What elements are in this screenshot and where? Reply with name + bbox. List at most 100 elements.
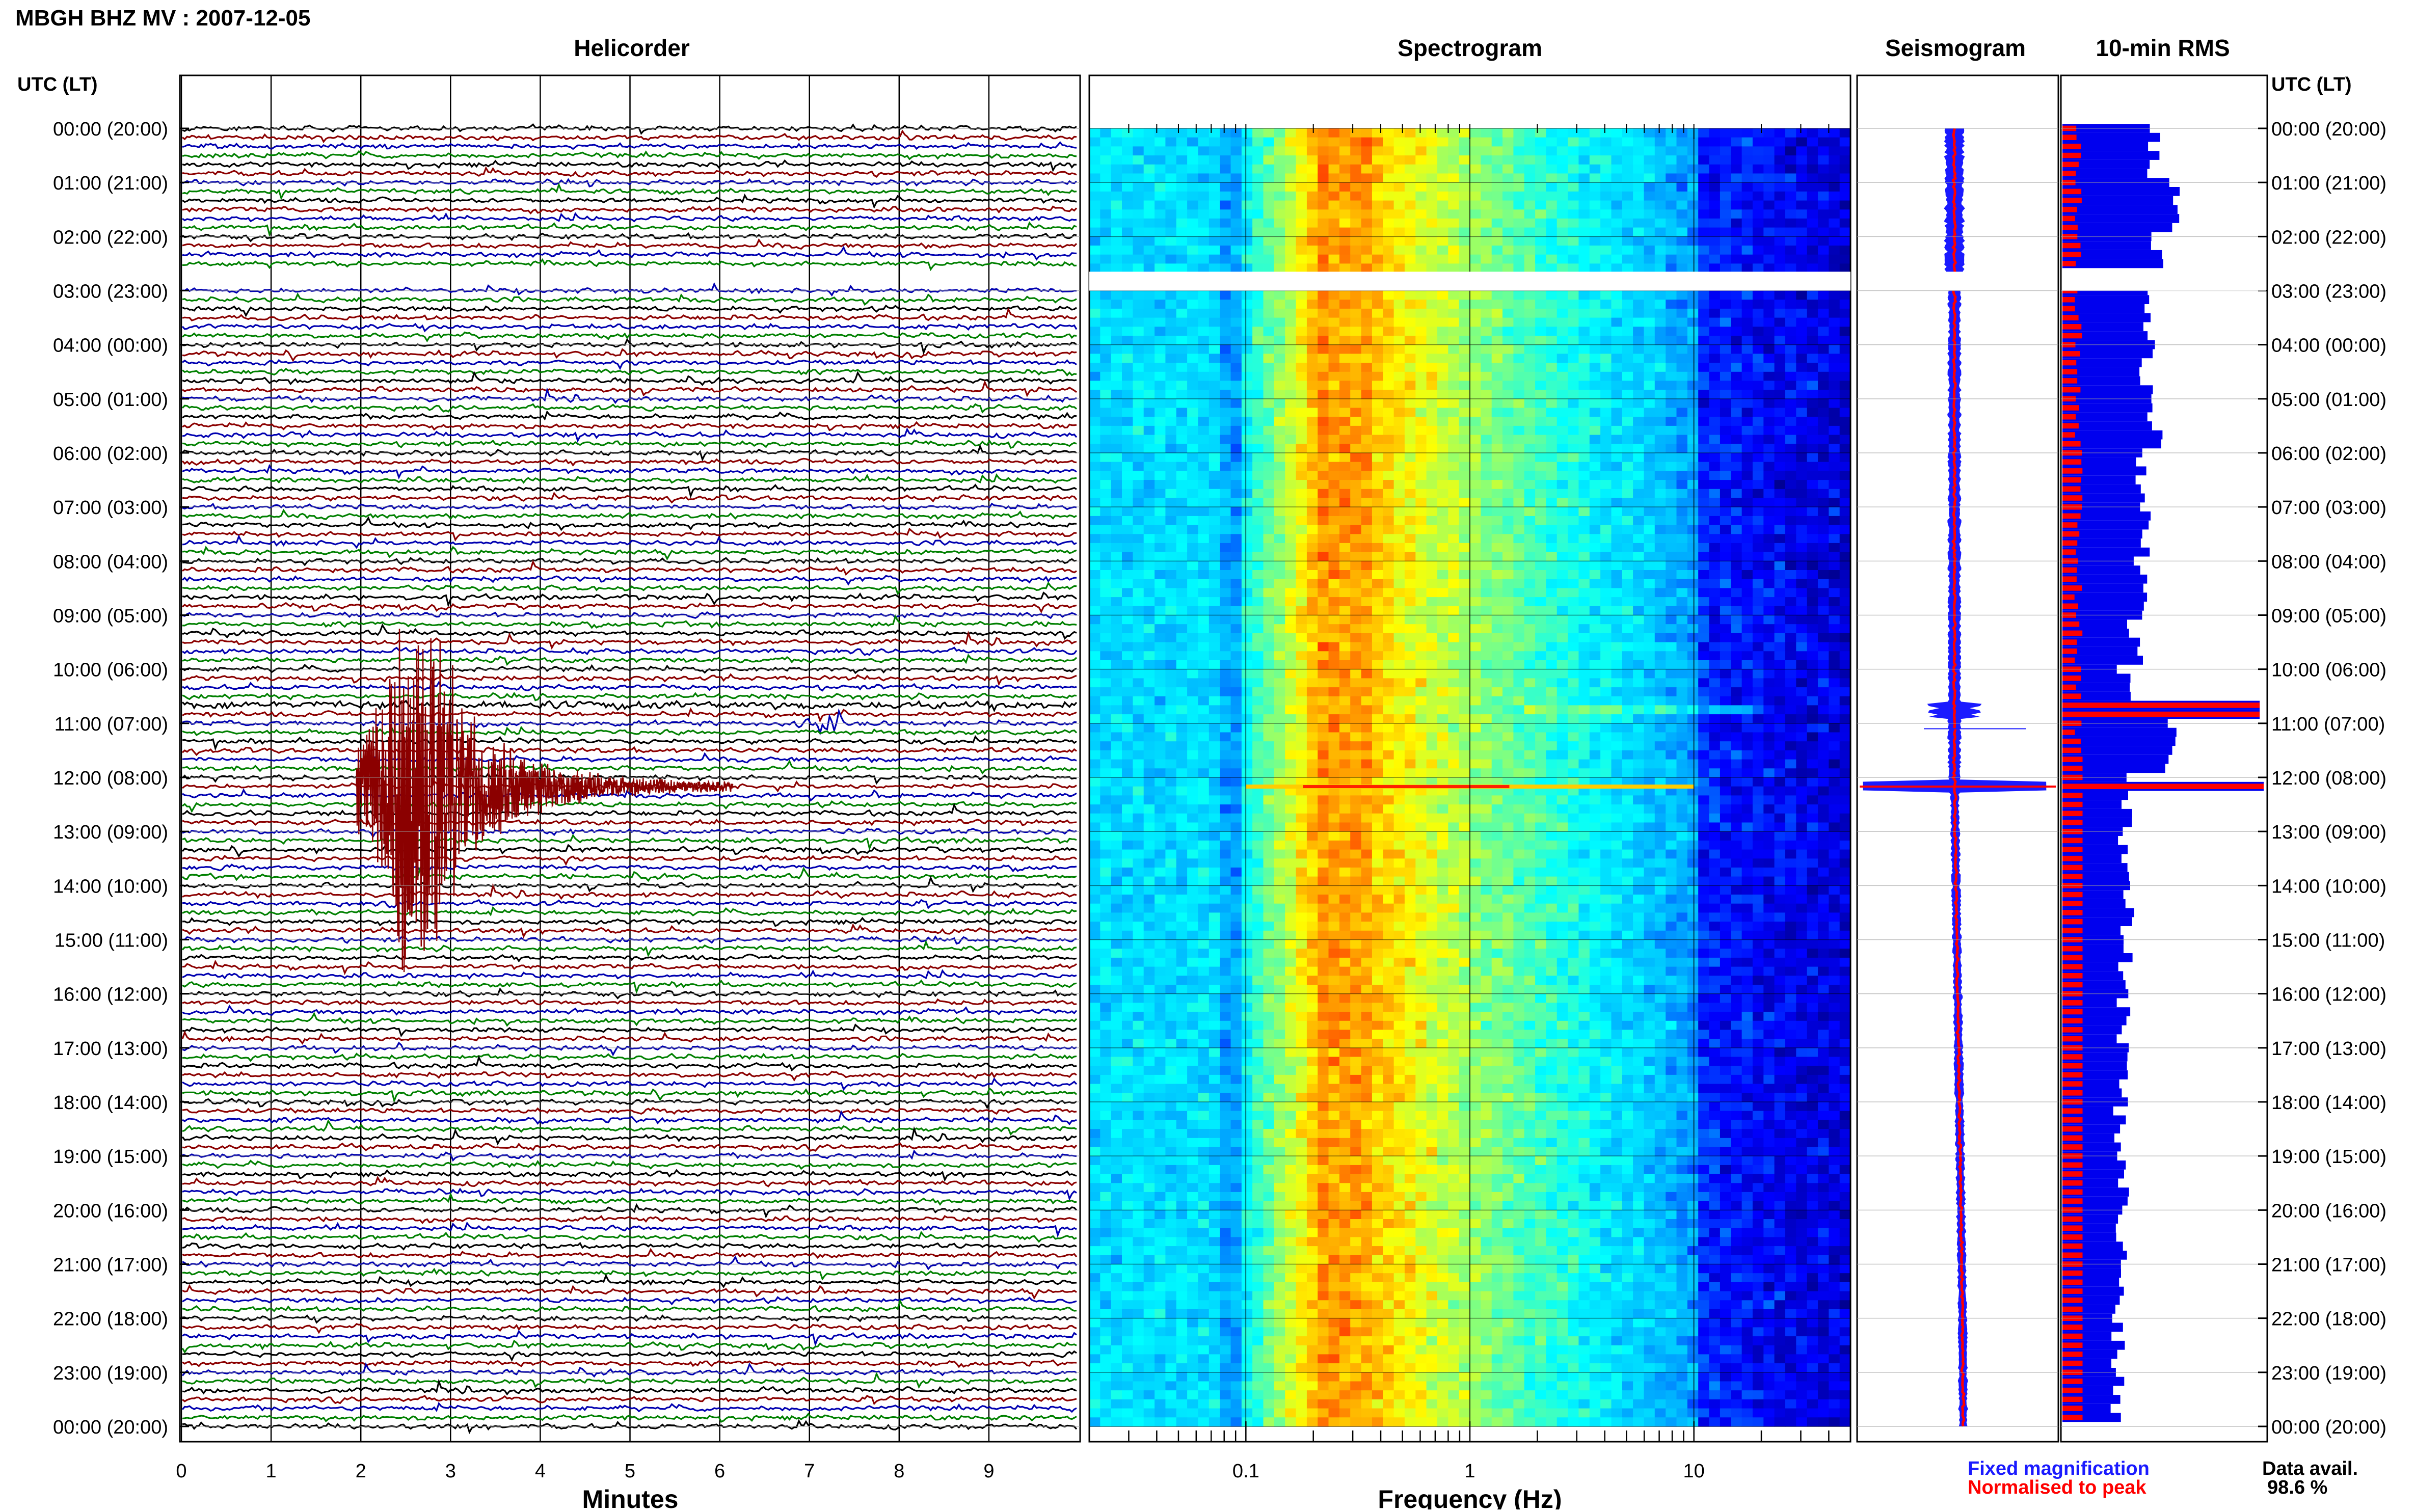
spectrogram-cell [1231,741,1242,750]
spectrogram-cell [1329,525,1340,534]
spectrogram-cell [1122,444,1133,453]
spectrogram-cell [1133,687,1144,696]
spectrogram-cell [1557,633,1568,642]
spectrogram-cell [1709,741,1721,750]
spectrogram-cell [1329,228,1340,237]
spectrogram-cell [1361,615,1373,625]
spectrogram-cell [1502,453,1514,462]
spectrogram-cell [1644,417,1655,426]
spectrogram-cell [1742,318,1753,327]
spectrogram-cell [1568,390,1579,399]
spectrogram-cell [1437,345,1448,354]
spectrogram-cell [1687,543,1699,552]
spectrogram-cell [1720,138,1731,147]
spectrogram-cell [1198,435,1209,444]
spectrogram-cell [1448,588,1459,597]
spectrogram-cell [1415,471,1427,480]
spectrogram-cell [1459,444,1470,453]
spectrogram-cell [1840,236,1851,246]
spectrogram-cell [1546,444,1557,453]
spectrogram-cell [1133,309,1144,318]
spectrogram-cell [1535,209,1546,219]
spectrogram-cell [1165,471,1176,480]
spectrogram-cell [1394,426,1405,435]
spectrogram-cell [1742,543,1753,552]
spectrogram-cell [1557,525,1568,534]
spectrogram-cell [1264,606,1275,615]
spectrogram-cell [1448,462,1459,471]
spectrogram-cell [1459,209,1470,219]
spectrogram-cell [1612,651,1623,660]
spectrogram-cell [1666,516,1677,525]
spectrogram-cell [1133,741,1144,750]
spectrogram-cell [1578,291,1590,300]
spectrogram-cell [1111,651,1122,660]
spectrogram-cell [1590,372,1601,381]
spectrogram-cell [1742,219,1753,228]
spectrogram-cell [1176,543,1188,552]
spectrogram-cell [1687,291,1699,300]
spectrogram-cell [1209,146,1220,155]
spectrogram-cell [1394,705,1405,714]
spectrogram-cell [1176,462,1188,471]
spectrogram-cell [1307,480,1318,489]
spectrogram-cell [1600,633,1612,642]
spectrogram-cell [1339,651,1351,660]
spectrogram-cell [1427,138,1438,147]
spectrogram-cell [1111,219,1122,228]
spectrogram-cell [1144,750,1155,760]
spectrogram-cell [1252,318,1264,327]
spectrogram-cell [1720,263,1731,273]
spectrogram-cell [1405,723,1416,733]
spectrogram-cell [1775,291,1786,300]
spectrogram-cell [1807,705,1818,714]
spectrogram-cell [1612,534,1623,543]
spectrogram-cell [1513,624,1524,633]
spectrogram-cell [1176,660,1188,669]
spectrogram-cell [1818,155,1829,165]
spectrogram-cell [1144,219,1155,228]
spectrogram-cell [1557,381,1568,390]
spectrogram-cell [1633,570,1644,579]
spectrogram-cell [1557,426,1568,435]
spectrogram-cell [1089,345,1101,354]
spectrogram-cell [1807,750,1818,760]
spectrogram-cell [1502,444,1514,453]
spectrogram-cell [1405,543,1416,552]
spectrogram-cell [1339,201,1351,210]
spectrogram-cell [1840,733,1851,742]
spectrogram-cell [1165,651,1176,660]
spectrogram-cell [1840,633,1851,642]
spectrogram-cell [1318,696,1329,706]
spectrogram-cell [1415,417,1427,426]
spectrogram-cell [1557,236,1568,246]
spectrogram-cell [1578,372,1590,381]
spectrogram-cell [1437,705,1448,714]
spectrogram-cell [1644,426,1655,435]
spectrogram-cell [1644,291,1655,300]
spectrogram-cell [1840,516,1851,525]
spectrogram-cell [1111,480,1122,489]
spectrogram-cell [1590,733,1601,742]
spectrogram-cell [1198,597,1209,606]
spectrogram-cell [1763,138,1775,147]
spectrogram-cell [1590,155,1601,165]
spectrogram-cell [1133,182,1144,192]
spectrogram-cell [1470,354,1481,363]
spectrogram-cell [1361,534,1373,543]
spectrogram-cell [1133,633,1144,642]
spectrogram-cell [1122,651,1133,660]
spectrogram-cell [1622,552,1633,561]
spectrogram-cell [1220,209,1231,219]
spectrogram-cell [1807,480,1818,489]
spectrogram-cell [1590,390,1601,399]
spectrogram-cell [1231,660,1242,669]
spectrogram-cell [1264,182,1275,192]
spectrogram-cell [1187,687,1198,696]
spectrogram-cell [1633,543,1644,552]
spectrogram-cell [1296,263,1307,273]
spectrogram-cell [1176,192,1188,201]
spectrogram-cell [1666,624,1677,633]
spectrogram-cell [1329,327,1340,336]
spectrogram-cell [1296,733,1307,742]
